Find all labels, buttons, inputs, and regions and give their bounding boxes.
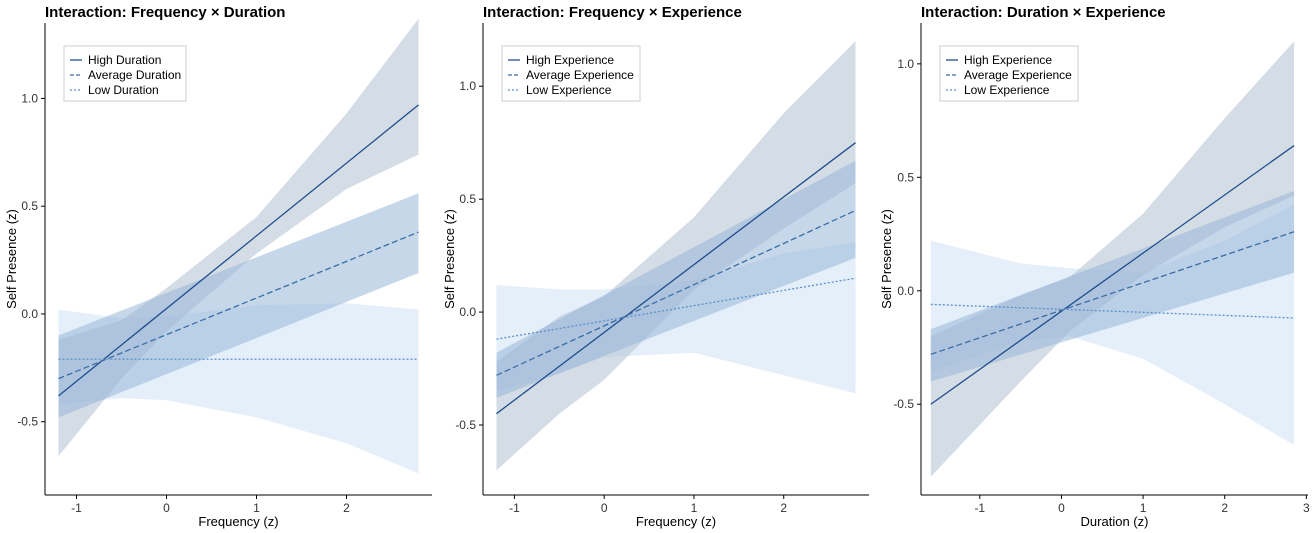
x-tick-label: 1 [691,501,698,515]
x-tick-label: 1 [1140,501,1147,515]
x-tick-label: 0 [163,501,170,515]
series-line-dotted [496,277,856,340]
x-tick-label: -1 [974,501,985,515]
y-tick-label: 0.5 [21,199,38,213]
confidence-band-dashed [930,190,1295,382]
confidence-band-solid [930,41,1295,477]
x-tick-label: -1 [509,501,520,515]
x-tick-label: 1 [253,501,260,515]
x-tick-label: -1 [71,501,82,515]
y-tick-label: 0.0 [21,307,38,321]
x-tick-label: 0 [1058,501,1065,515]
legend-box [501,45,641,102]
y-axis-label: Self Presence (z) [4,209,19,309]
legend-label: Average Experience [964,68,1072,82]
y-axis-label: Self Presence (z) [442,209,457,309]
series-line-solid [58,104,419,397]
legend-label: Low Experience [964,83,1050,97]
legend-label: Low Experience [526,83,612,97]
panel-title: Interaction: Duration × Experience [921,4,1166,21]
y-tick-label: 1.0 [21,91,38,105]
confidence-band-solid [496,41,856,471]
x-tick-label: 2 [1221,501,1228,515]
x-axis-label: Frequency (z) [636,514,716,529]
legend-label: High Duration [88,53,161,67]
x-axis-label: Frequency (z) [198,514,278,529]
series-line-dashed [930,231,1295,355]
series-line-dotted [930,303,1295,319]
x-tick-label: 2 [343,501,350,515]
legend-box [63,45,187,102]
series-line-dashed [58,231,419,380]
y-tick-label: 1.0 [897,57,914,71]
y-tick-label: 0.0 [897,284,914,298]
panel-title: Interaction: Frequency × Experience [483,4,742,21]
x-tick-label: 2 [780,501,787,515]
x-tick-label: 3 [1303,501,1310,515]
series-line-solid [930,145,1295,405]
y-tick-label: -0.5 [17,415,38,429]
x-axis-label: Duration (z) [1081,514,1149,529]
chart-panel-1: Interaction: Frequency × Duration -1 0 1 2 -0… [4,4,432,529]
y-tick-label: 0.5 [459,192,476,206]
chart-panel-2: Interaction: Frequency × Experience -1 0 1 2… [442,4,869,529]
legend-label: High Experience [964,53,1052,67]
legend-label: Average Duration [88,68,181,82]
panel-title: Interaction: Frequency × Duration [45,4,285,21]
series-line-dashed [496,209,856,376]
chart-panel-3: Interaction: Duration × Experience -1 0 1 2 3… [879,4,1310,529]
series-line-solid [496,142,856,415]
legend-label: Low Duration [88,83,159,97]
legend-label: Average Experience [526,68,634,82]
y-tick-label: -0.5 [455,418,476,432]
y-tick-label: -0.5 [893,397,914,411]
y-axis-label: Self Presence (z) [879,209,894,309]
confidence-band-dashed [496,160,856,398]
y-tick-label: 1.0 [459,79,476,93]
y-tick-label: 0.0 [459,305,476,319]
y-tick-label: 0.5 [897,170,914,184]
x-tick-label: 0 [601,501,608,515]
legend-box [939,45,1079,102]
legend-label: High Experience [526,53,614,67]
